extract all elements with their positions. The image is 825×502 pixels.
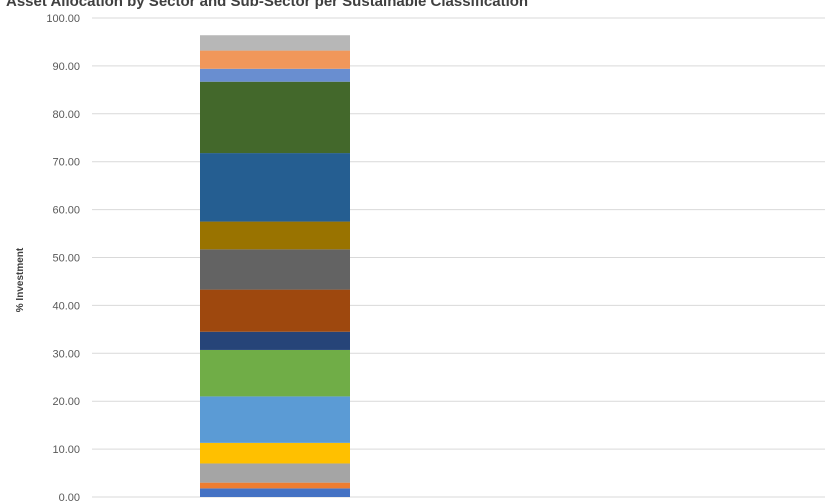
bar-segment-5 bbox=[200, 396, 350, 443]
bar-segment-3 bbox=[200, 463, 350, 483]
y-tick-label: 60.00 bbox=[52, 205, 80, 217]
bar-segment-8 bbox=[200, 289, 350, 332]
bar-segment-11 bbox=[200, 153, 350, 222]
bar-segment-15 bbox=[200, 35, 350, 51]
bar-segment-4 bbox=[200, 442, 350, 464]
y-tick-label: 0.00 bbox=[59, 492, 80, 502]
y-tick-label: 70.00 bbox=[52, 157, 80, 169]
bar-segment-6 bbox=[200, 349, 350, 397]
bar-segment-14 bbox=[200, 50, 350, 69]
y-tick-label: 90.00 bbox=[52, 61, 80, 73]
y-tick-label: 30.00 bbox=[52, 348, 80, 360]
bar-segment-13 bbox=[200, 68, 350, 82]
y-tick-label: 80.00 bbox=[52, 109, 80, 121]
stacked-bar bbox=[200, 35, 350, 497]
bar-segment-1 bbox=[200, 488, 350, 497]
bar-segment-12 bbox=[200, 81, 350, 154]
y-axis-label: % Investment bbox=[15, 247, 26, 312]
bar-segment-10 bbox=[200, 221, 350, 250]
y-axis-ticks: 0.00 10.00 20.00 30.00 40.00 50.00 60.00 70.00 8… bbox=[46, 13, 80, 502]
bar-segment-2 bbox=[200, 482, 350, 489]
y-tick-label: 50.00 bbox=[52, 253, 80, 265]
y-tick-label: 40.00 bbox=[52, 300, 80, 312]
chart-title: Asset Allocation by Sector and Sub-Secto… bbox=[6, 0, 528, 10]
bar-segment-9 bbox=[200, 249, 350, 290]
y-tick-label: 100.00 bbox=[46, 13, 80, 25]
y-tick-label: 10.00 bbox=[52, 444, 80, 456]
bar-segment-7 bbox=[200, 331, 350, 350]
y-tick-label: 20.00 bbox=[52, 396, 80, 408]
